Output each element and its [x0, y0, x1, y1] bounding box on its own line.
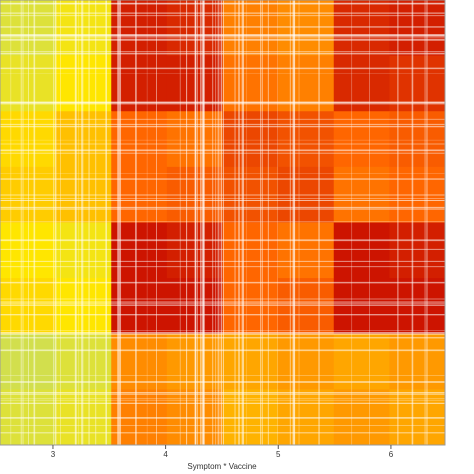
x-axis-label: Symptom * Vaccine — [187, 462, 257, 471]
x-tick-label: 3 — [51, 450, 56, 459]
heatmap-cell — [222, 333, 279, 390]
heatmap-cell — [389, 333, 446, 390]
x-tick-label: 5 — [276, 450, 281, 459]
heatmap-cell — [222, 0, 279, 57]
x-tick-label: 4 — [163, 450, 168, 459]
heatmap-cell — [55, 222, 112, 279]
heatmap-cell — [222, 278, 279, 335]
heatmap-cell — [0, 222, 57, 279]
heatmap-cell — [278, 0, 335, 57]
heatmap-cell — [55, 333, 112, 390]
heatmap-cell — [55, 111, 112, 168]
heatmap-cell — [222, 111, 279, 168]
heatmap-cell — [389, 278, 446, 335]
heatmap-cell — [389, 0, 446, 57]
heatmap-cell — [278, 111, 335, 168]
heatmap-cell — [333, 278, 390, 335]
heatmap-cell — [0, 278, 57, 335]
heatmap-cell — [222, 222, 279, 279]
x-tick-label: 6 — [389, 450, 394, 459]
heatmap-cell — [278, 278, 335, 335]
heatmap-cell — [333, 0, 390, 57]
heatmap-cell — [389, 111, 446, 168]
heatmap-cell — [278, 222, 335, 279]
heatmap-cell — [333, 111, 390, 168]
heatmap-cell — [0, 333, 57, 390]
heatmap-cell — [333, 333, 390, 390]
heatmap-cell — [0, 0, 57, 57]
heatmap-cells — [0, 0, 446, 446]
heatmap-cell — [333, 222, 390, 279]
plot-border — [0, 0, 446, 446]
heatmap-cell — [55, 278, 112, 335]
heatmap-cell — [55, 0, 112, 57]
heatmap-cell — [278, 333, 335, 390]
heatmap-cell — [0, 111, 57, 168]
heatmap-cell — [389, 222, 446, 279]
stripes — [0, 0, 445, 445]
